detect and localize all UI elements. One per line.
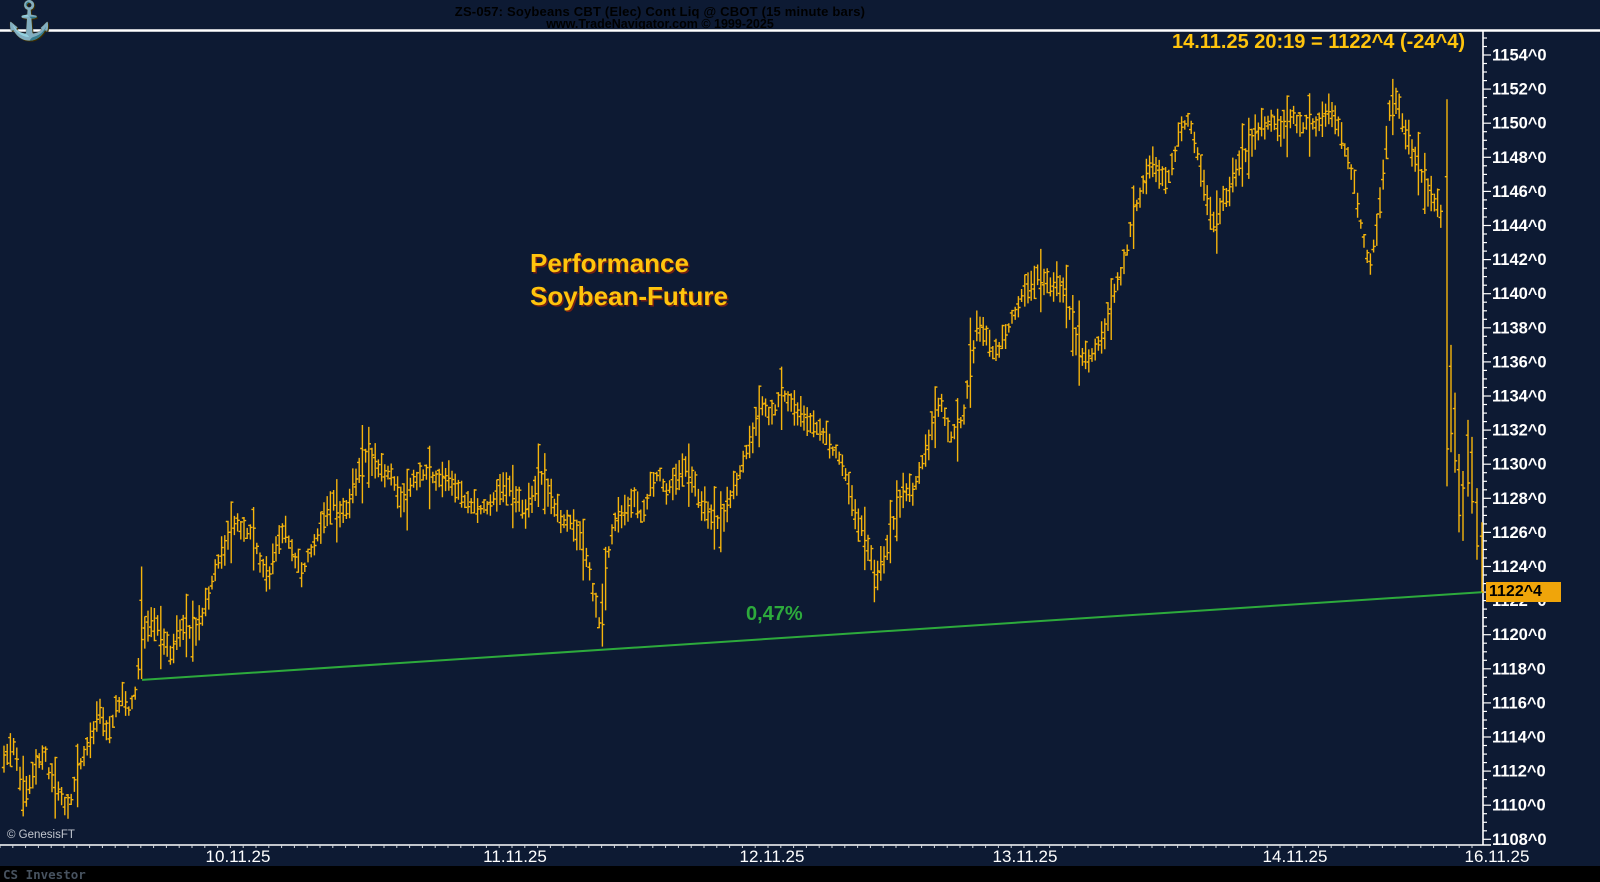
price-axis bbox=[1482, 31, 1491, 845]
svg-text:1138^0: 1138^0 bbox=[1492, 319, 1547, 337]
watermark-text: CS Investor bbox=[3, 867, 86, 882]
annotation-line2: Soybean-Future bbox=[530, 281, 728, 311]
genesis-credit: © GenesisFT bbox=[7, 829, 75, 841]
svg-text:1116^0: 1116^0 bbox=[1492, 694, 1546, 712]
bottom-bar: CS Investor bbox=[0, 866, 1600, 882]
svg-text:1152^0: 1152^0 bbox=[1492, 81, 1547, 99]
annotation-line1: Performance bbox=[530, 248, 689, 278]
chart-title: ZS-057: Soybeans CBT (Elec) Cont Liq @ C… bbox=[454, 4, 866, 19]
svg-text:1154^0: 1154^0 bbox=[1492, 47, 1547, 65]
svg-text:1136^0: 1136^0 bbox=[1492, 353, 1547, 371]
svg-text:1128^0: 1128^0 bbox=[1492, 490, 1547, 508]
time-axis-label: 11.11.25 bbox=[483, 847, 547, 866]
anchor-icon: ⚓ bbox=[6, 0, 53, 41]
svg-text:1134^0: 1134^0 bbox=[1492, 388, 1547, 406]
price-axis-labels: 1154^0 1152^0 1150^0 1148^0 1146^0 1144^0 1142… bbox=[1492, 47, 1547, 849]
svg-text:1132^0: 1132^0 bbox=[1492, 422, 1547, 440]
ohlc-bars bbox=[1, 78, 1485, 819]
svg-text:1146^0: 1146^0 bbox=[1492, 183, 1547, 201]
quote-readout: 14.11.25 20:19 = 1122^4 (-24^4) bbox=[1171, 31, 1465, 53]
svg-text:1110^0: 1110^0 bbox=[1492, 797, 1546, 815]
svg-text:1142^0: 1142^0 bbox=[1492, 251, 1547, 269]
performance-trendline bbox=[141, 591, 1484, 681]
svg-text:1118^0: 1118^0 bbox=[1492, 660, 1546, 678]
svg-text:1114^0: 1114^0 bbox=[1492, 729, 1546, 747]
time-axis bbox=[0, 844, 1491, 848]
svg-text:1124^0: 1124^0 bbox=[1492, 558, 1547, 576]
svg-text:1148^0: 1148^0 bbox=[1492, 149, 1547, 167]
svg-text:1150^0: 1150^0 bbox=[1492, 115, 1547, 133]
chart-annotation: Performance Soybean-Future bbox=[530, 247, 728, 313]
time-axis-label: 13.11.25 bbox=[992, 847, 1058, 866]
svg-text:1140^0: 1140^0 bbox=[1492, 285, 1547, 303]
svg-text:1108^0: 1108^0 bbox=[1492, 831, 1547, 849]
svg-text:1126^0: 1126^0 bbox=[1492, 524, 1547, 542]
time-axis-label: 12.11.25 bbox=[739, 847, 805, 866]
trendline-percent-label: 0,47% bbox=[746, 603, 803, 625]
time-axis-label: 14.11.25 bbox=[1262, 847, 1328, 866]
svg-text:1144^0: 1144^0 bbox=[1492, 217, 1547, 235]
svg-text:1130^0: 1130^0 bbox=[1492, 456, 1547, 474]
svg-text:1120^0: 1120^0 bbox=[1492, 626, 1547, 644]
time-axis-label: 16.11.25 bbox=[1464, 847, 1530, 866]
current-price-tag: 1122^4 bbox=[1486, 582, 1561, 602]
time-axis-label: 10.11.25 bbox=[205, 847, 271, 866]
source-credit: www.TradeNavigator.com © 1999-2025 bbox=[546, 17, 774, 31]
svg-text:1112^0: 1112^0 bbox=[1492, 763, 1546, 781]
